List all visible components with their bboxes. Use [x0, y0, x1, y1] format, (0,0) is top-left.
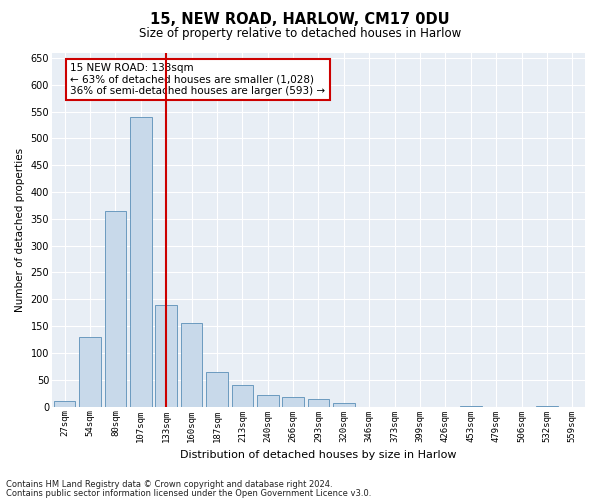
Text: Contains public sector information licensed under the Open Government Licence v3: Contains public sector information licen…	[6, 488, 371, 498]
Bar	[130, 117, 152, 406]
Y-axis label: Number of detached properties: Number of detached properties	[15, 148, 25, 312]
Bar	[333, 403, 355, 406]
Bar	[181, 324, 202, 406]
Bar	[257, 395, 278, 406]
Bar	[54, 402, 76, 406]
Bar	[104, 211, 126, 406]
Bar	[232, 385, 253, 406]
Bar	[155, 304, 177, 406]
Bar	[283, 397, 304, 406]
Text: Contains HM Land Registry data © Crown copyright and database right 2024.: Contains HM Land Registry data © Crown c…	[6, 480, 332, 489]
Bar	[79, 337, 101, 406]
Text: 15, NEW ROAD, HARLOW, CM17 0DU: 15, NEW ROAD, HARLOW, CM17 0DU	[150, 12, 450, 28]
Bar	[308, 398, 329, 406]
Text: 15 NEW ROAD: 133sqm
← 63% of detached houses are smaller (1,028)
36% of semi-det: 15 NEW ROAD: 133sqm ← 63% of detached ho…	[70, 63, 325, 96]
Bar	[206, 372, 228, 406]
X-axis label: Distribution of detached houses by size in Harlow: Distribution of detached houses by size …	[180, 450, 457, 460]
Text: Size of property relative to detached houses in Harlow: Size of property relative to detached ho…	[139, 28, 461, 40]
